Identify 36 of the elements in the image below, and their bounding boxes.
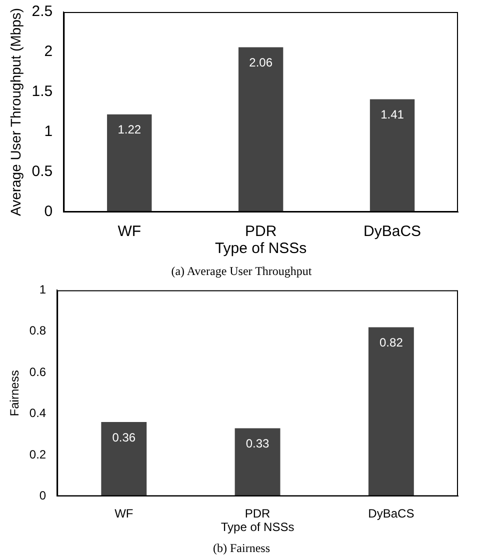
x-tick-label: WF	[114, 506, 134, 521]
data-label: 0.82	[380, 336, 404, 350]
y-tick-label: 0.8	[29, 324, 46, 338]
bar	[370, 99, 415, 212]
bar	[238, 47, 284, 212]
x-tick-label: PDR	[244, 223, 277, 240]
x-tick-label: DyBaCS	[364, 223, 422, 240]
bar	[234, 428, 280, 496]
y-tick-label: 0	[39, 488, 46, 503]
y-tick-label: 0	[44, 203, 53, 220]
bar	[107, 114, 152, 212]
x-axis-title: Type of NSSs	[214, 240, 307, 258]
bar	[101, 422, 147, 496]
data-label: 1.22	[118, 122, 142, 137]
y-tick-label: 1	[44, 123, 53, 140]
data-label: 1.41	[380, 108, 404, 122]
x-axis-title: Type of NSSs	[220, 520, 294, 534]
y-tick-label: 1	[39, 282, 46, 297]
y-axis-title: Average User Throughput (Mbps)	[7, 8, 24, 216]
y-tick-label: 2	[44, 43, 53, 60]
data-label: 0.33	[246, 436, 270, 451]
x-tick-label: PDR	[244, 506, 271, 521]
data-label: 0.36	[112, 430, 136, 444]
x-tick-label: WF	[118, 223, 142, 240]
bar	[368, 327, 414, 496]
y-tick-label: 0.2	[29, 447, 46, 462]
x-tick-label: DyBaCS	[368, 506, 414, 521]
y-axis-title: Fairness	[8, 370, 22, 416]
data-label: 2.06	[249, 56, 273, 70]
y-tick-label: 0.6	[29, 364, 46, 379]
text: (a) Average User Throughput	[170, 263, 313, 280]
text: (b) Fairness	[212, 540, 271, 557]
y-tick-label: 0.5	[32, 163, 53, 180]
y-tick-label: 1.5	[32, 83, 53, 100]
y-tick-label: 2.5	[32, 3, 53, 20]
y-tick-label: 0.4	[29, 406, 46, 420]
